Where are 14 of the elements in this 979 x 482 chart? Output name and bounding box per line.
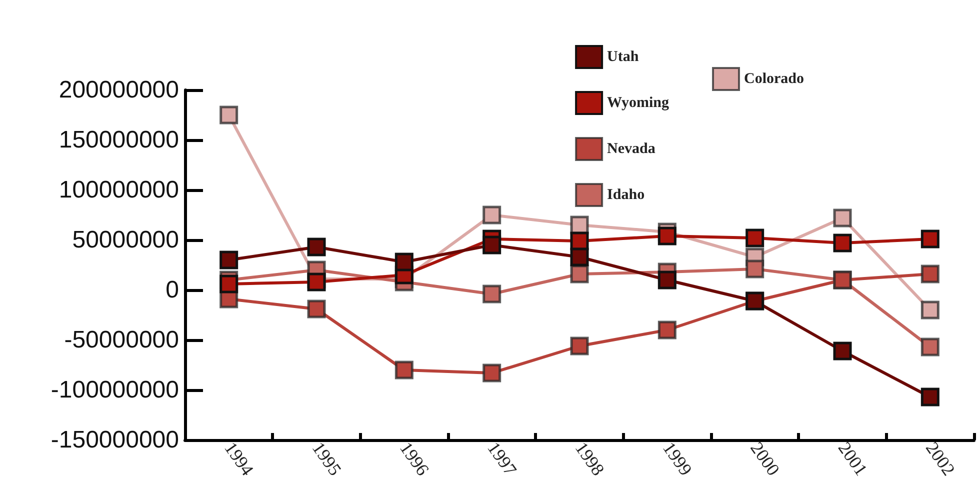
x-tick-label: 1997 [484,438,521,480]
legend-label: Idaho [607,187,645,203]
legend-label: Utah [607,49,640,65]
legend-label: Colorado [744,71,804,87]
y-tick-label: 50000000 [72,226,179,254]
legend-label: Nevada [607,141,656,157]
legend-label: Wyoming [607,95,670,111]
y-tick-label: 150000000 [58,126,179,154]
y-tick-label: 200000000 [58,76,179,104]
y-tick-label: -50000000 [64,326,179,354]
y-tick-label: -100000000 [50,376,179,404]
y-tick-label: 100000000 [58,176,179,204]
y-tick-label: -150000000 [50,426,179,454]
y-tick-label: 0 [166,276,179,304]
